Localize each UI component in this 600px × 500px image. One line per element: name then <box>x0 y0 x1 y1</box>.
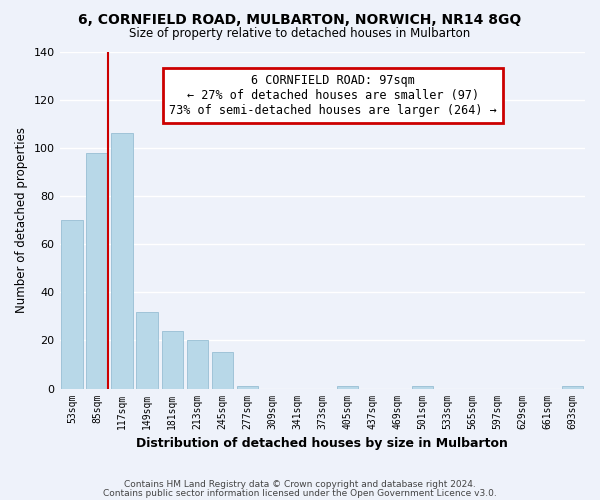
Bar <box>412 386 433 388</box>
Bar <box>136 312 158 388</box>
X-axis label: Distribution of detached houses by size in Mulbarton: Distribution of detached houses by size … <box>136 437 508 450</box>
Text: 6 CORNFIELD ROAD: 97sqm
← 27% of detached houses are smaller (97)
73% of semi-de: 6 CORNFIELD ROAD: 97sqm ← 27% of detache… <box>169 74 497 117</box>
Bar <box>161 331 183 388</box>
Text: Contains public sector information licensed under the Open Government Licence v3: Contains public sector information licen… <box>103 488 497 498</box>
Bar <box>86 152 108 388</box>
Bar <box>236 386 258 388</box>
Text: Contains HM Land Registry data © Crown copyright and database right 2024.: Contains HM Land Registry data © Crown c… <box>124 480 476 489</box>
Bar <box>112 134 133 388</box>
Bar <box>562 386 583 388</box>
Bar <box>187 340 208 388</box>
Bar <box>337 386 358 388</box>
Text: Size of property relative to detached houses in Mulbarton: Size of property relative to detached ho… <box>130 26 470 40</box>
Bar <box>212 352 233 388</box>
Text: 6, CORNFIELD ROAD, MULBARTON, NORWICH, NR14 8GQ: 6, CORNFIELD ROAD, MULBARTON, NORWICH, N… <box>79 12 521 26</box>
Y-axis label: Number of detached properties: Number of detached properties <box>15 127 28 313</box>
Bar <box>61 220 83 388</box>
